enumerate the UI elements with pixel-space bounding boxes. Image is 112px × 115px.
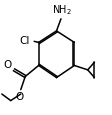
Text: Cl: Cl bbox=[19, 36, 29, 46]
Text: O: O bbox=[15, 91, 24, 101]
Text: O: O bbox=[4, 59, 12, 69]
Text: NH$_2$: NH$_2$ bbox=[52, 3, 71, 16]
